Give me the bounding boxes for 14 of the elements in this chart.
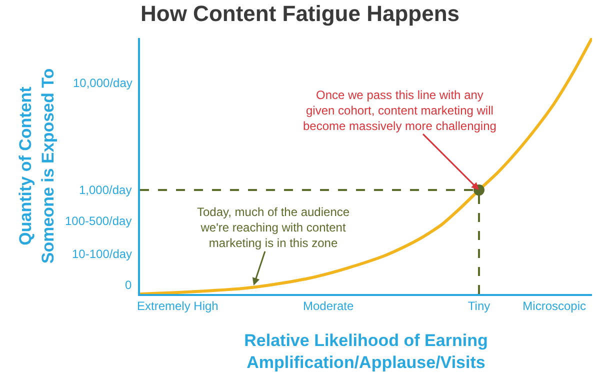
text: 100-500/day (65, 214, 132, 228)
text: 10,000/day (73, 76, 132, 90)
x-axis-title: Relative Likelihood of Earning Amplification/Applause/Visits (244, 331, 488, 372)
x-tick-label: Microscopic (522, 299, 586, 314)
x-tick-label: Moderate (302, 299, 354, 314)
annotation: Once we pass this line with any given cohort, content marketing will become massively more challenging (303, 88, 496, 134)
x-tick-label: Tiny (468, 299, 490, 314)
chart-title: How Content Fatigue Happens (140, 1, 460, 26)
text: 0 (125, 278, 132, 292)
text: 1,000/day (79, 183, 132, 197)
text: 10-100/day (72, 247, 132, 261)
x-tick-label: Extremely High (136, 299, 218, 314)
annotation: Today, much of the audience we're reaching with content marketing is in this zone (197, 205, 350, 250)
y-axis-title: Quantity of Content Someone is Exposed To (16, 68, 58, 264)
